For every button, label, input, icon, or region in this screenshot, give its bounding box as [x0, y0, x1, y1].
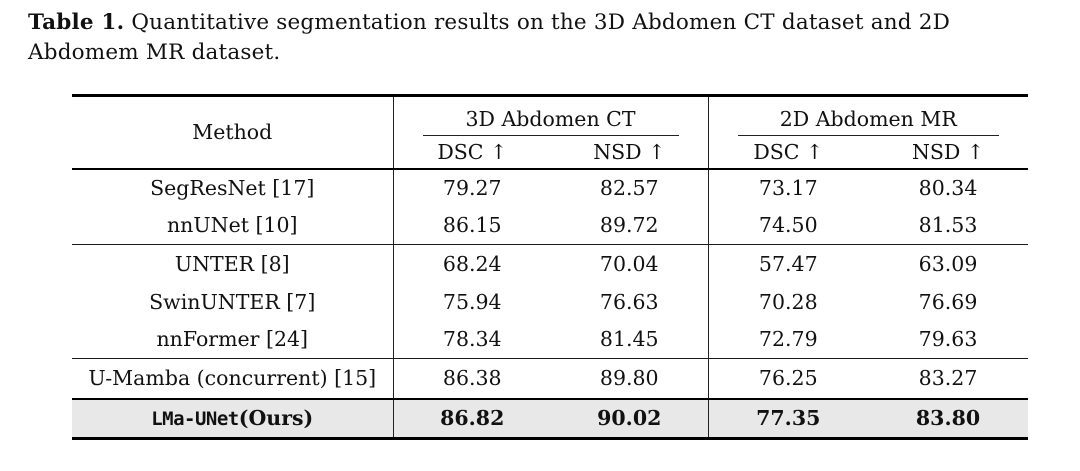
- value-cell: 63.09: [918, 251, 978, 276]
- value-cell: 86.82: [393, 398, 551, 439]
- value-cell: 78.34: [442, 327, 502, 352]
- col-header-ct-dsc: DSC ↑: [437, 139, 508, 164]
- method-cell: nnUNet [10]: [72, 206, 394, 245]
- value-cell: 89.80: [551, 358, 709, 399]
- table-caption-line1-text: Quantitative segmentation results on the…: [131, 10, 951, 35]
- table-caption-line2: Abdomem MR dataset.: [28, 40, 281, 65]
- paper-page: Table 1. Quantitative segmentation resul…: [28, 8, 1052, 440]
- value-cell: 73.17: [758, 176, 818, 200]
- value-cell: 76.63: [551, 282, 709, 321]
- col-header-ct-nsd: NSD ↑: [551, 135, 709, 169]
- value-cell: 86.38: [442, 366, 502, 391]
- table-row-swinunter: SwinUNTER [7] 75.94 76.63 70.28 76.69: [72, 282, 1028, 321]
- group-header-ct-title: 3D Abdomen CT: [422, 107, 679, 136]
- table-body: SegResNet [17] 79.27 82.57 73.17 80.34 n…: [72, 168, 1029, 439]
- method-cell: nnFormer [24]: [72, 320, 394, 359]
- value-cell: 76.25: [758, 366, 818, 391]
- group-header-mr: 2D Abdomen MR: [708, 96, 1028, 136]
- value-cell: 80.34: [918, 176, 978, 200]
- group-header-ct: 3D Abdomen CT: [393, 95, 709, 136]
- value-cell: 74.50: [758, 213, 818, 238]
- value-cell: 75.94: [442, 289, 502, 314]
- value-cell: 81.45: [551, 320, 709, 359]
- col-header-mr-nsd: NSD ↑: [911, 139, 985, 164]
- table-row-umamba: U-Mamba (concurrent) [15] 86.38 89.80 76…: [72, 358, 1029, 399]
- value-cell: 82.57: [551, 168, 709, 207]
- method-cell: SwinUNTER [7]: [72, 282, 394, 321]
- table-row-unter: UNTER [8] 68.24 70.04 57.47 63.09: [72, 244, 1028, 283]
- value-cell: 81.53: [918, 213, 978, 238]
- method-ours-suffix: (Ours): [238, 406, 314, 431]
- group-header-row: Method 3D Abdomen CT 2D Abdomen MR: [72, 95, 1028, 169]
- table-row-ours: LMa-UNet(Ours) 86.82 90.02 77.35 83.80: [72, 398, 1029, 439]
- table-header: Method 3D Abdomen CT 2D Abdomen MR DSC ↑…: [72, 95, 1029, 169]
- value-cell: 70.28: [758, 289, 818, 314]
- value-cell: 89.72: [551, 206, 709, 245]
- table-caption: Table 1. Quantitative segmentation resul…: [28, 8, 1052, 68]
- value-cell: 79.27: [442, 176, 502, 200]
- table-caption-line1: Table 1. Quantitative segmentation resul…: [28, 10, 950, 35]
- value-cell: 77.35: [708, 398, 869, 439]
- method-cell: UNTER [8]: [72, 244, 394, 283]
- method-cell-ours: LMa-UNet(Ours): [72, 398, 394, 439]
- value-cell: 76.69: [918, 289, 978, 314]
- value-cell: 70.04: [551, 244, 709, 283]
- value-cell: 83.27: [918, 366, 978, 391]
- value-cell: 83.80: [868, 398, 1029, 439]
- value-cell: 72.79: [758, 327, 818, 352]
- table-row-segresnet: SegResNet [17] 79.27 82.57 73.17 80.34: [72, 168, 1028, 207]
- value-cell: 79.63: [918, 327, 978, 352]
- value-cell: 57.47: [758, 251, 818, 276]
- table-row-nnformer: nnFormer [24] 78.34 81.45 72.79 79.63: [72, 320, 1029, 359]
- method-cell: U-Mamba (concurrent) [15]: [72, 358, 394, 399]
- table-row-nnunet: nnUNet [10] 86.15 89.72 74.50 81.53: [72, 206, 1029, 245]
- metric-header-row: DSC ↑ NSD ↑ DSC ↑ NSD ↑: [72, 135, 1028, 169]
- method-cell: SegResNet [17]: [72, 168, 394, 207]
- col-header-method: Method: [72, 95, 394, 169]
- group-header-mr-title: 2D Abdomen MR: [737, 107, 1000, 136]
- results-table: Method 3D Abdomen CT 2D Abdomen MR DSC ↑…: [72, 94, 1029, 440]
- col-header-mr-dsc: DSC ↑: [753, 139, 824, 164]
- method-name-mono: LMa-UNet: [151, 408, 239, 431]
- value-cell: 68.24: [442, 251, 502, 276]
- value-cell: 86.15: [442, 213, 502, 238]
- value-cell: 90.02: [551, 398, 709, 439]
- table-caption-label: Table 1.: [28, 10, 125, 35]
